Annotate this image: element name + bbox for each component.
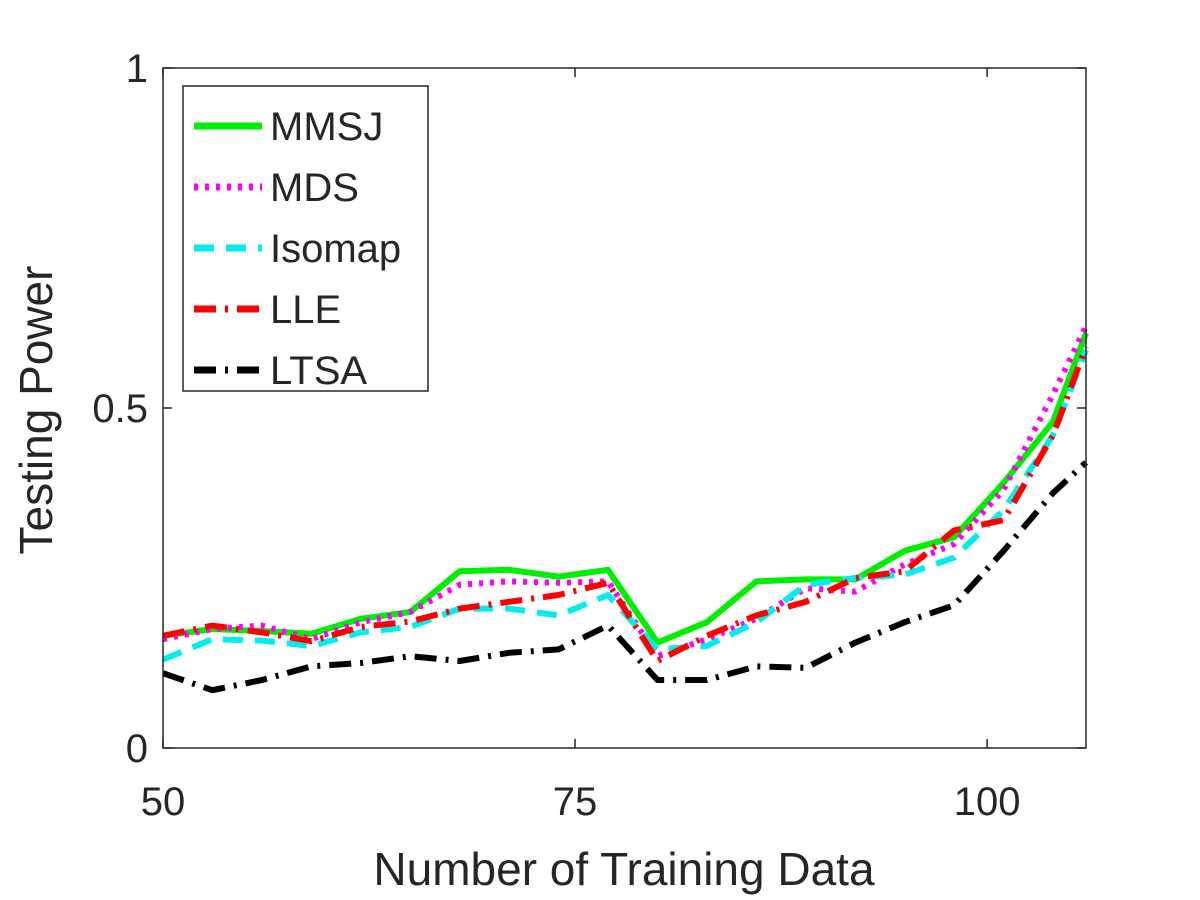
y-tick-label: 0 — [126, 727, 148, 771]
legend-label-isomap: Isomap — [270, 227, 401, 271]
y-tick-label: 1 — [126, 47, 148, 91]
legend-box — [182, 85, 429, 392]
x-tick-label: 75 — [553, 780, 598, 824]
tick-layer: 50 75 100 0 0.5 1 — [92, 47, 1086, 824]
y-axis-label: Testing Power — [10, 266, 62, 555]
legend-label-ltsa: LTSA — [270, 349, 367, 393]
x-axis-label: Number of Training Data — [373, 843, 875, 895]
x-tick-label: 100 — [954, 780, 1021, 824]
legend-label-mds: MDS — [270, 166, 359, 210]
series-line-isomap — [161, 349, 1089, 663]
legend: MMSJ MDS Isomap LLE LTSA — [182, 85, 429, 393]
legend-label-mmsj: MMSJ — [270, 105, 383, 149]
series-line-lle — [162, 345, 1089, 664]
series-line-ltsa — [162, 460, 1089, 694]
y-tick-label: 0.5 — [92, 387, 148, 431]
x-tick-label: 50 — [141, 780, 186, 824]
legend-entries: MMSJ MDS Isomap LLE LTSA — [194, 105, 401, 393]
legend-label-lle: LLE — [270, 288, 341, 332]
series-layer — [161, 325, 1089, 694]
